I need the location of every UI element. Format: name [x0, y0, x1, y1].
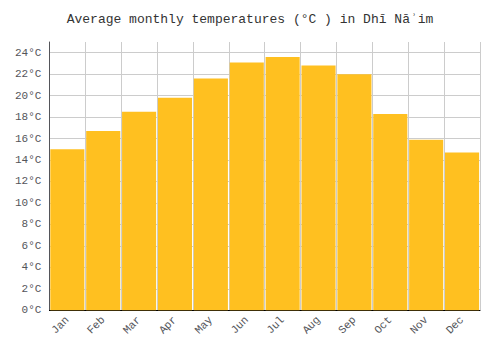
svg-text:8°C: 8°C — [22, 218, 42, 230]
svg-text:Jul: Jul — [264, 314, 286, 336]
svg-text:4°C: 4°C — [22, 261, 42, 273]
svg-text:12°C: 12°C — [15, 175, 42, 187]
svg-text:18°C: 18°C — [15, 111, 42, 123]
svg-text:May: May — [193, 314, 216, 337]
svg-text:Average monthly temperatures (: Average monthly temperatures (°C ) in Dh… — [67, 12, 434, 27]
svg-text:2°C: 2°C — [22, 283, 42, 295]
svg-text:Nov: Nov — [408, 314, 431, 337]
svg-text:16°C: 16°C — [15, 133, 42, 145]
svg-text:0°C: 0°C — [22, 304, 42, 316]
svg-text:20°C: 20°C — [15, 90, 42, 102]
svg-text:Apr: Apr — [157, 314, 179, 336]
svg-text:Feb: Feb — [85, 314, 107, 336]
svg-text:Aug: Aug — [300, 314, 322, 336]
svg-text:Sep: Sep — [336, 314, 358, 336]
svg-text:Oct: Oct — [372, 314, 394, 336]
svg-text:22°C: 22°C — [15, 68, 42, 80]
svg-text:Jun: Jun — [229, 314, 251, 336]
svg-text:14°C: 14°C — [15, 154, 42, 166]
svg-text:Jan: Jan — [49, 314, 71, 336]
svg-text:Mar: Mar — [121, 314, 143, 336]
svg-text:24°C: 24°C — [15, 47, 42, 59]
svg-text:6°C: 6°C — [22, 240, 42, 252]
svg-text:10°C: 10°C — [15, 197, 42, 209]
svg-text:Dec: Dec — [444, 314, 466, 336]
